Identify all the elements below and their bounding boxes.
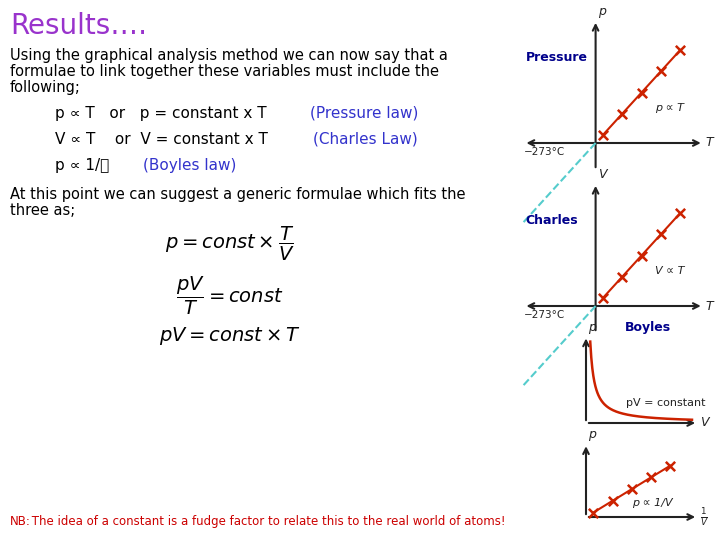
Text: Using the graphical analysis method we can now say that a: Using the graphical analysis method we c…	[10, 48, 448, 63]
Text: V ∝ T    or  V = constant x T: V ∝ T or V = constant x T	[55, 132, 278, 147]
Point	[597, 294, 608, 302]
Text: (Boyles law): (Boyles law)	[143, 158, 236, 173]
Text: p: p	[588, 428, 596, 441]
Text: NB:: NB:	[10, 515, 31, 528]
Text: The idea of a constant is a fudge factor to relate this to the real world of ato: The idea of a constant is a fudge factor…	[28, 515, 505, 528]
Text: three as;: three as;	[10, 203, 76, 218]
Text: (Charles Law): (Charles Law)	[313, 132, 418, 147]
Point	[597, 131, 608, 139]
Point	[665, 461, 676, 470]
Point	[636, 88, 647, 97]
Text: $p = const \times \dfrac{T}{V}$: $p = const \times \dfrac{T}{V}$	[165, 225, 294, 263]
Point	[655, 230, 667, 239]
Text: $\frac{1}{V}$: $\frac{1}{V}$	[700, 506, 708, 528]
Text: T: T	[706, 300, 714, 313]
Point	[616, 110, 628, 118]
Text: −273°C: −273°C	[523, 147, 565, 157]
Point	[636, 251, 647, 260]
Text: (Pressure law): (Pressure law)	[310, 106, 418, 121]
Point	[645, 473, 657, 482]
Text: Pressure: Pressure	[526, 51, 588, 64]
Text: Boyles: Boyles	[625, 321, 671, 334]
Text: $\dfrac{pV}{T} = const$: $\dfrac{pV}{T} = const$	[176, 275, 284, 317]
Text: V: V	[700, 416, 708, 429]
Point	[675, 46, 686, 55]
Point	[607, 496, 618, 505]
Text: p ∝ T: p ∝ T	[655, 103, 684, 113]
Text: pV = constant: pV = constant	[626, 397, 706, 408]
Text: −273°C: −273°C	[523, 310, 565, 320]
Text: p ∝ T   or   p = constant x T: p ∝ T or p = constant x T	[55, 106, 276, 121]
Text: Results….: Results….	[10, 12, 147, 40]
Text: p ∝ 1/V: p ∝ 1/V	[631, 498, 672, 508]
Text: formulae to link together these variables must include the: formulae to link together these variable…	[10, 64, 439, 79]
Text: Charles: Charles	[526, 214, 578, 227]
Point	[626, 485, 637, 494]
Text: following;: following;	[10, 80, 81, 95]
Text: $pV = const \times T$: $pV = const \times T$	[159, 325, 301, 347]
Point	[675, 209, 686, 218]
Text: p ∝ 1/ｖ: p ∝ 1/ｖ	[55, 158, 129, 173]
Text: V ∝ T: V ∝ T	[655, 266, 685, 276]
Text: T: T	[706, 137, 714, 150]
Point	[616, 273, 628, 281]
Point	[588, 508, 599, 517]
Text: V: V	[598, 168, 606, 181]
Point	[655, 67, 667, 76]
Text: p: p	[588, 321, 596, 334]
Text: p: p	[598, 5, 606, 18]
Text: At this point we can suggest a generic formulae which fits the: At this point we can suggest a generic f…	[10, 187, 466, 202]
